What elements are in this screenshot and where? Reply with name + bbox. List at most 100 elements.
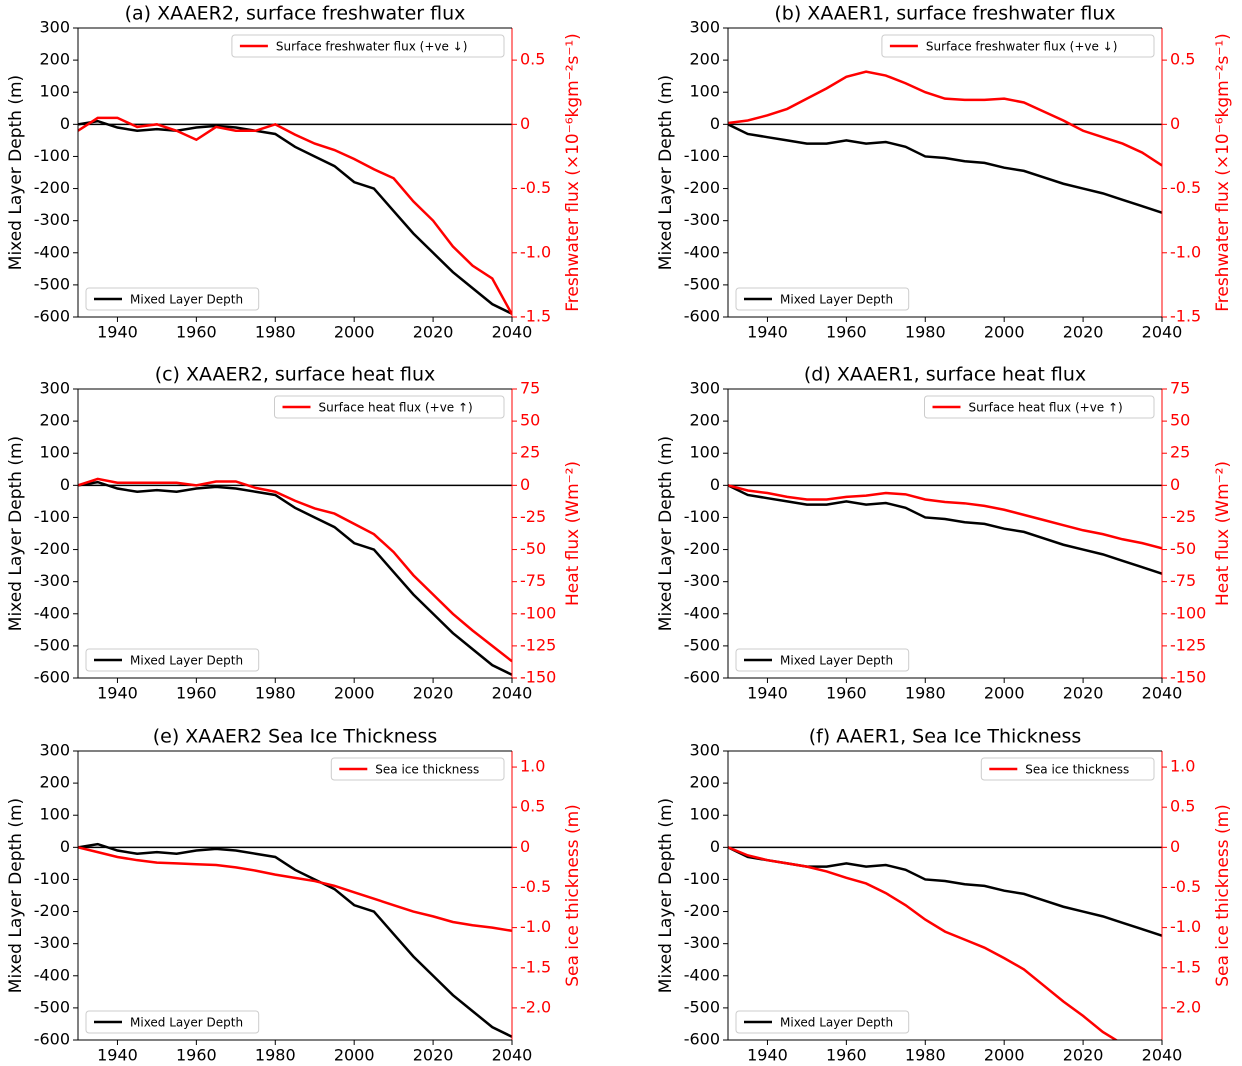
series-line: [78, 480, 512, 676]
y2-tick-label: 50: [1170, 411, 1190, 430]
x-tick-label: 1980: [255, 323, 296, 342]
panel-title: (c) XAAER2, surface heat flux: [155, 364, 436, 386]
x-tick-label: 1980: [905, 323, 946, 342]
y-tick-label: -500: [684, 997, 720, 1016]
legend-label: Surface heat flux (+ve ↑): [319, 401, 473, 415]
y2-tick-label: -1.5: [1170, 957, 1201, 976]
y-tick-label: -200: [684, 901, 720, 920]
x-tick-label: 1960: [826, 684, 867, 703]
y-axis-label: Mixed Layer Depth (m): [656, 798, 676, 993]
x-tick-label: 2020: [1063, 323, 1104, 342]
y2-tick-label: 1.0: [520, 757, 545, 776]
panel: (d) XAAER1, surface heat flux Mixed Layer…: [656, 364, 1233, 703]
y-tick-label: 100: [689, 443, 720, 462]
x-tick-label: 1980: [905, 684, 946, 703]
y-tick-label: -600: [684, 307, 720, 326]
y2-tick-label: -150: [1170, 668, 1206, 687]
x-tick-label: 2040: [1142, 323, 1183, 342]
y2-tick-label: -2.0: [1170, 997, 1201, 1016]
y2-tick-label: 25: [520, 443, 540, 462]
y2-axis-label: Sea ice thickness (m): [563, 804, 583, 987]
y-tick-label: -100: [34, 869, 70, 888]
y-tick-label: -200: [34, 539, 70, 558]
legend-label: Mixed Layer Depth: [780, 293, 893, 307]
y-tick-label: -400: [34, 965, 70, 984]
y-tick-label: -200: [34, 901, 70, 920]
y-tick-label: 300: [39, 741, 70, 760]
y2-tick-label: -50: [1170, 539, 1196, 558]
legend-box: [924, 395, 1155, 419]
y-tick-label: 300: [689, 18, 720, 37]
y2-tick-label: -1.0: [1170, 917, 1201, 936]
x-tick-label: 1960: [826, 323, 867, 342]
y-tick-label: 300: [689, 379, 720, 398]
series-line: [728, 70, 1162, 167]
y-tick-label: -400: [684, 965, 720, 984]
y-tick-label: -500: [684, 274, 720, 293]
series-line: [728, 123, 1162, 214]
y2-tick-label: -25: [520, 507, 546, 526]
y-tick-label: -400: [684, 242, 720, 261]
x-tick-label: 2040: [492, 323, 533, 342]
y2-axis-label: Sea ice thickness (m): [1213, 804, 1233, 987]
y2-tick-label: 75: [1170, 379, 1190, 398]
y-tick-label: -400: [34, 242, 70, 261]
y2-tick-label: -1.5: [520, 957, 551, 976]
y-axis-label: Mixed Layer Depth (m): [6, 436, 26, 631]
x-tick-label: 1980: [255, 1046, 296, 1065]
y-tick-label: 200: [689, 50, 720, 69]
legend-label: Mixed Layer Depth: [130, 1016, 243, 1030]
y-tick-label: -500: [34, 274, 70, 293]
y-tick-label: 0: [710, 475, 720, 494]
y-tick-label: -100: [684, 869, 720, 888]
y2-tick-label: -0.5: [520, 877, 551, 896]
y-tick-label: -500: [34, 997, 70, 1016]
y2-tick-label: -2.0: [520, 997, 551, 1016]
y-axis-label: Mixed Layer Depth (m): [6, 798, 26, 993]
y2-axis-label: Heat flux (Wm⁻²): [1213, 461, 1233, 606]
legend-label: Surface heat flux (+ve ↑): [969, 401, 1123, 415]
legend-label: Sea ice thickness: [375, 763, 479, 777]
panel: (b) XAAER1, surface freshwater flux Mixed…: [656, 3, 1233, 342]
panel-title: (b) XAAER1, surface freshwater flux: [774, 3, 1115, 25]
y-tick-label: -500: [34, 635, 70, 654]
y-tick-label: -400: [34, 603, 70, 622]
y-tick-label: 300: [689, 741, 720, 760]
series-line: [78, 477, 512, 663]
legend-box: [231, 34, 505, 58]
legend-box: [881, 34, 1155, 58]
y-axis-label: Mixed Layer Depth (m): [656, 436, 676, 631]
y-tick-label: 0: [710, 114, 720, 133]
y-tick-label: 300: [39, 379, 70, 398]
y2-tick-label: -0.5: [520, 178, 551, 197]
y2-tick-label: -50: [520, 539, 546, 558]
y2-tick-label: 50: [520, 411, 540, 430]
y-tick-label: -100: [684, 507, 720, 526]
x-tick-label: 1940: [97, 684, 138, 703]
series-line: [78, 846, 512, 933]
y-tick-label: -600: [34, 668, 70, 687]
legend-label: Mixed Layer Depth: [130, 293, 243, 307]
legend-box: [330, 757, 505, 781]
y-tick-label: 200: [689, 773, 720, 792]
y2-tick-label: -1.5: [1170, 307, 1201, 326]
y-tick-label: 0: [60, 837, 70, 856]
y-tick-label: -200: [684, 539, 720, 558]
legend-box: [85, 648, 260, 672]
panel-title: (f) AAER1, Sea Ice Thickness: [809, 726, 1082, 748]
x-tick-label: 1960: [176, 1046, 217, 1065]
x-tick-label: 2000: [984, 1046, 1025, 1065]
series-line: [78, 842, 512, 1038]
x-tick-label: 1940: [747, 684, 788, 703]
legend-box: [735, 648, 910, 672]
y2-axis-label: Freshwater flux (×10⁻⁶kgm⁻²s⁻¹): [1213, 33, 1233, 312]
y2-tick-label: 0: [1170, 114, 1180, 133]
y-tick-label: 0: [710, 837, 720, 856]
y2-tick-label: 1.0: [1170, 757, 1195, 776]
x-tick-label: 2020: [1063, 1046, 1104, 1065]
panel-title: (d) XAAER1, surface heat flux: [804, 364, 1086, 386]
x-tick-label: 1960: [176, 684, 217, 703]
panel: (c) XAAER2, surface heat flux Mixed Layer…: [6, 364, 583, 703]
legend-label: Surface freshwater flux (+ve ↓): [926, 40, 1118, 54]
y2-tick-label: 0: [1170, 475, 1180, 494]
